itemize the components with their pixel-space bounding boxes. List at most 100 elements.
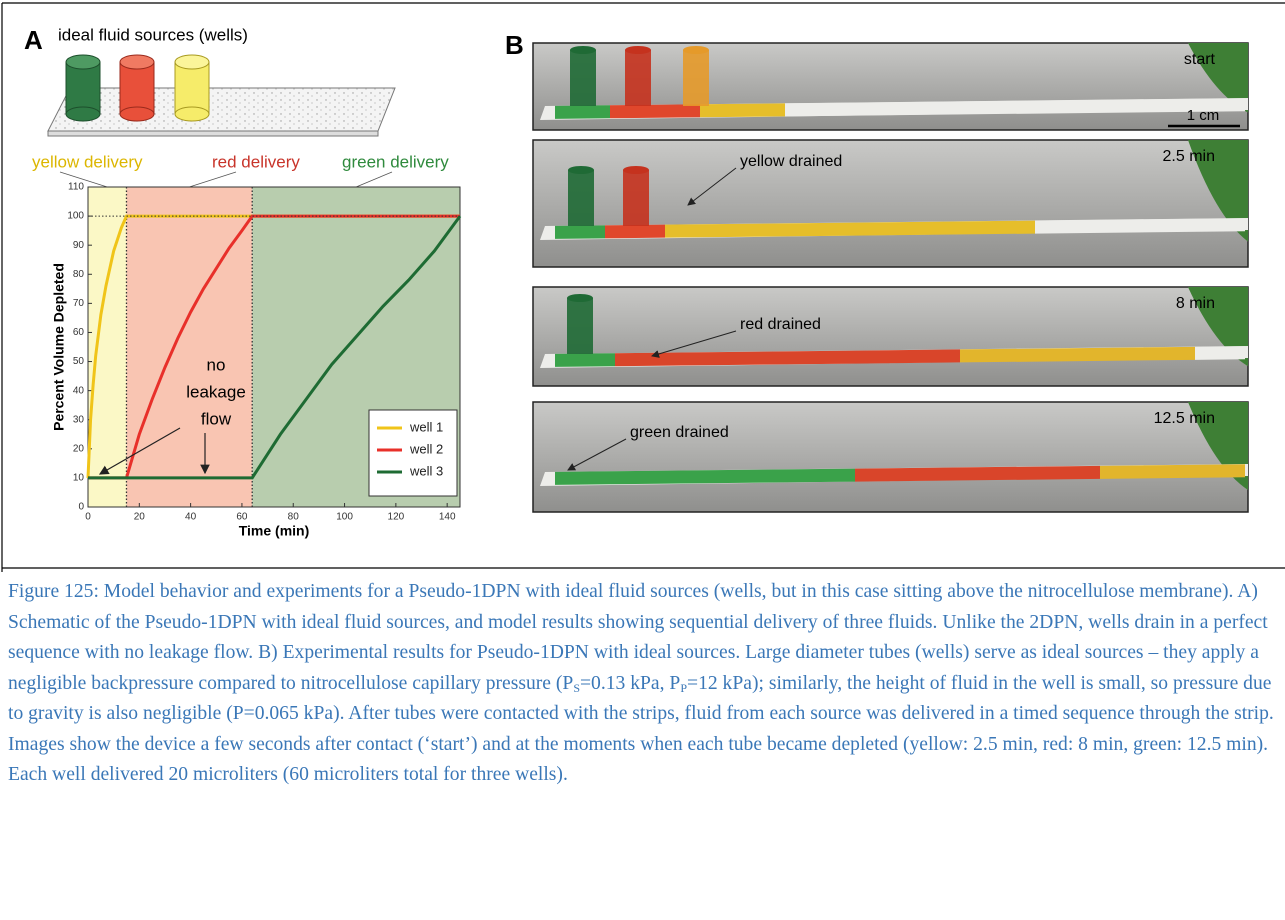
- x-tick-label: 60: [236, 512, 248, 523]
- caption: Figure 125: Model behavior and experimen…: [8, 577, 1276, 791]
- tube: [570, 50, 596, 106]
- time-label: 8 min: [1176, 295, 1215, 312]
- drain-arrow: [687, 167, 737, 206]
- panel-label: A: [24, 25, 43, 55]
- y-tick-label: 40: [73, 385, 85, 396]
- y-tick-label: 90: [73, 240, 85, 251]
- phase-leader: [59, 171, 108, 188]
- tube-top: [683, 46, 709, 54]
- strip-segment: [1195, 346, 1245, 360]
- annotation-arrow: [98, 427, 181, 475]
- strip-segment: [785, 98, 1245, 117]
- phase-label: green delivery: [342, 152, 449, 171]
- phase-label: red delivery: [212, 152, 300, 171]
- tube: [625, 50, 651, 106]
- x-tick-label: 80: [288, 512, 300, 523]
- tube: [683, 50, 709, 106]
- drain-arrow: [567, 438, 627, 471]
- schematic: [47, 54, 396, 137]
- x-tick-label: 20: [134, 512, 146, 523]
- annotation: leakage: [186, 382, 246, 401]
- strip-segment: [555, 353, 615, 367]
- photo-bg: [532, 401, 1249, 513]
- time-label: 12.5 min: [1154, 410, 1215, 427]
- strip-segment: [855, 465, 1100, 482]
- figure: A ideal fluid sources (wells) B yellow d…: [1, 2, 1285, 572]
- x-tick-label: 40: [185, 512, 197, 523]
- photo: 8 min red drained: [532, 286, 1249, 387]
- schematic-title: ideal fluid sources (wells): [58, 25, 248, 44]
- tube-top: [568, 166, 594, 174]
- strip-segment: [615, 349, 960, 367]
- phase-region: [126, 187, 253, 507]
- drain-label: green drained: [630, 424, 729, 441]
- photo-bg: [532, 286, 1249, 387]
- phase-leader: [355, 171, 393, 188]
- y-tick-label: 0: [78, 502, 84, 513]
- scale-bar-label: 1 cm: [1187, 107, 1220, 124]
- y-tick-label: 70: [73, 298, 85, 309]
- tube: [623, 170, 649, 226]
- tube: [567, 298, 593, 354]
- strip-segment: [605, 224, 665, 239]
- drain-label: yellow drained: [740, 153, 842, 170]
- tube-top: [567, 294, 593, 302]
- plot-frame: [87, 186, 461, 508]
- legend-label: well 1: [409, 419, 443, 434]
- annotation: no: [207, 355, 226, 374]
- strip-segment: [555, 105, 610, 119]
- panel-label: B: [505, 30, 524, 60]
- time-label: 2.5 min: [1163, 148, 1215, 165]
- series-line: [88, 215, 462, 480]
- strip-segment: [1035, 218, 1245, 234]
- time-label: start: [1184, 51, 1216, 68]
- x-tick-label: 0: [85, 512, 91, 523]
- phase-label: yellow delivery: [32, 152, 143, 171]
- tube-top: [625, 46, 651, 54]
- tube: [568, 170, 594, 226]
- y-tick-label: 50: [73, 356, 85, 367]
- strip-segment: [1100, 464, 1245, 479]
- photo-leaf: [1188, 140, 1248, 242]
- x-axis-label: Time (min): [239, 523, 310, 539]
- caption-text: =12 kPa); similarly, the height of fluid…: [8, 672, 1274, 786]
- tube-top: [623, 166, 649, 174]
- caption-text: =0.13 kPa, P: [580, 672, 681, 694]
- photo: 2.5 min yellow drained: [532, 139, 1249, 268]
- legend-label: well 3: [409, 463, 443, 478]
- photo-leaf: [1188, 43, 1248, 113]
- series-line: [88, 214, 460, 480]
- legend-label: well 2: [409, 441, 443, 456]
- phase-region: [88, 187, 127, 507]
- y-tick-label: 10: [73, 473, 85, 484]
- strip-segment: [610, 104, 700, 119]
- caption-subscript: S: [573, 680, 580, 695]
- y-tick-label: 110: [68, 182, 84, 193]
- photo: start 1 cm: [532, 42, 1249, 131]
- legend-box: [368, 409, 458, 497]
- strip-segment: [700, 103, 785, 118]
- photo-bg: [532, 139, 1249, 268]
- caption-text: Figure 125: Model behavior and experimen…: [8, 581, 1268, 694]
- strip-segment: [665, 220, 1035, 238]
- y-tick-label: 20: [73, 443, 85, 454]
- drain-arrow: [651, 330, 737, 358]
- drain-label: red drained: [740, 316, 821, 333]
- x-tick-label: 100: [336, 512, 353, 523]
- photo: 12.5 min green drained: [532, 401, 1249, 513]
- y-axis-label: Percent Volume Depleted: [51, 263, 67, 431]
- series-line: [86, 214, 460, 478]
- strip-segment: [555, 225, 605, 239]
- y-tick-label: 30: [73, 414, 85, 425]
- annotation: flow: [201, 409, 232, 428]
- y-tick-label: 80: [73, 269, 85, 280]
- y-tick-label: 60: [73, 327, 85, 338]
- strip-segment: [960, 346, 1195, 363]
- x-tick-label: 140: [439, 512, 456, 523]
- legend: well 1 well 2 well 3: [368, 409, 458, 497]
- y-tick-label: 100: [67, 211, 84, 222]
- phase-leader: [189, 171, 237, 188]
- strip-segment: [555, 468, 855, 485]
- caption-subscript: P: [680, 680, 688, 695]
